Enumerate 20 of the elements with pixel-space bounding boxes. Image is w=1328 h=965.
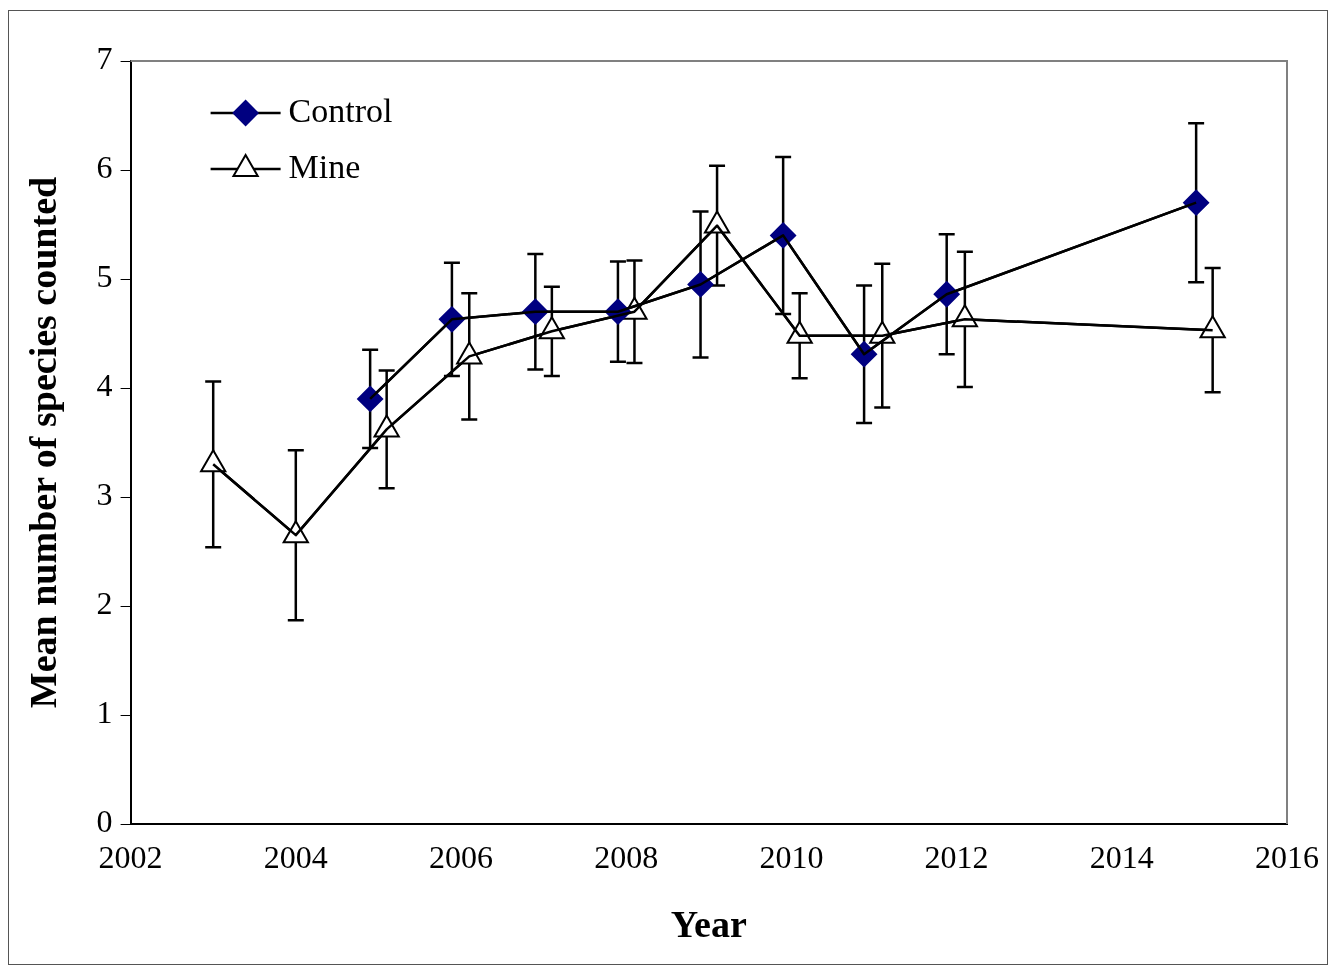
y-tick-label: 0 [96, 803, 113, 840]
y-tick-label: 3 [96, 476, 113, 513]
x-tick-label: 2010 [759, 838, 824, 875]
y-tick-label: 1 [96, 694, 113, 731]
x-axis-title: Year [670, 903, 747, 946]
x-tick-label: 2004 [263, 838, 328, 875]
y-axis-title: Mean number of species counted [21, 176, 64, 709]
x-tick-label: 2012 [924, 838, 989, 875]
x-tick-label: 2006 [429, 838, 493, 875]
y-tick-label: 4 [96, 367, 113, 404]
x-tick-label: 2002 [98, 838, 163, 875]
x-tick-label: 2014 [1089, 838, 1154, 875]
y-tick-label: 7 [96, 40, 113, 77]
x-tick-label: 2016 [1255, 838, 1319, 875]
legend-label: Control [288, 91, 393, 129]
legend-label: Mine [288, 147, 361, 185]
y-tick-label: 6 [96, 149, 113, 186]
y-tick-label: 5 [96, 258, 113, 295]
x-tick-label: 2008 [594, 838, 659, 875]
y-tick-label: 2 [96, 585, 113, 622]
